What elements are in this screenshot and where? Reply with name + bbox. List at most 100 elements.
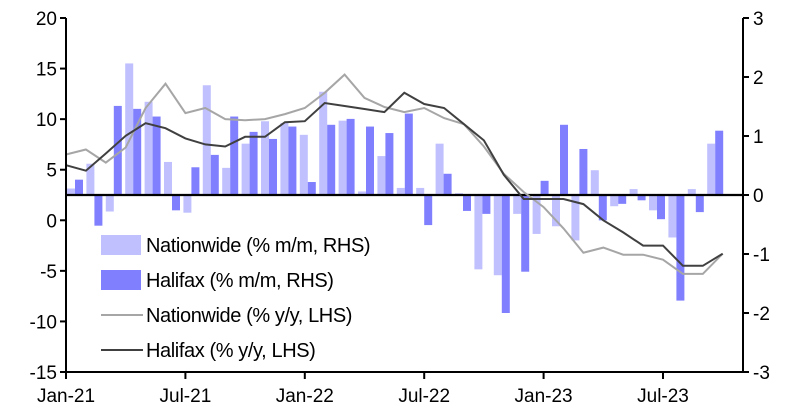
halifax-mm-bar: [463, 195, 471, 211]
x-tick-label: Jan-22: [276, 386, 334, 407]
nationwide-mm-bar: [144, 101, 153, 195]
nationwide-mm-bar: [649, 195, 657, 211]
halifax-yy-line: [65, 91, 724, 267]
halifax-mm-bar: [676, 195, 685, 301]
nationwide-mm-bar: [125, 63, 134, 196]
left-tick-label: 20: [36, 9, 57, 30]
halifax-mm-bar: [75, 179, 83, 195]
halifax-mm-bar: [327, 124, 336, 195]
left-tick-label: -5: [40, 262, 57, 283]
legend-label: Halifax (% m/m, RHS): [146, 270, 334, 292]
halifax-mm-bar: [501, 195, 510, 313]
x-tick-label: Jul-22: [398, 386, 450, 407]
halifax-mm-bar: [133, 108, 142, 195]
left-tick-label: 15: [36, 60, 57, 81]
halifax-mm-bar: [288, 126, 297, 195]
halifax-mm-bar: [346, 118, 355, 195]
halifax-mm-bar: [598, 195, 607, 221]
halifax-mm-bar: [366, 126, 374, 195]
nationwide-mm-bar: [183, 195, 192, 213]
halifax-mm-bar: [113, 105, 122, 195]
nationwide-mm-bar: [86, 163, 95, 195]
nationwide-mm-bar: [299, 134, 308, 195]
halifax-mm-bar: [657, 195, 665, 220]
x-tick-label: Jul-23: [637, 386, 689, 407]
halifax-mm-bar: [579, 148, 588, 195]
left-tick-label: -10: [30, 312, 57, 333]
nationwide-mm-bar: [416, 187, 425, 195]
halifax-mm-bar: [249, 131, 258, 195]
halifax-mm-bar: [695, 195, 704, 213]
bars-layer: [67, 63, 724, 313]
nationwide-mm-bar: [435, 143, 444, 195]
nationwide-mm-bar: [396, 187, 405, 195]
halifax-mm-bar: [482, 195, 491, 214]
halifax-mm-bar: [172, 195, 180, 211]
nationwide-mm-bar: [105, 195, 114, 212]
legend-swatch: [101, 270, 141, 290]
nationwide-mm-bar: [610, 195, 619, 207]
right-tick-label: -1: [753, 245, 770, 266]
x-tick-label: Jul-21: [160, 386, 212, 407]
right-tick-label: -3: [753, 363, 770, 384]
right-tick-label: 0: [753, 186, 764, 207]
halifax-mm-bar: [443, 173, 452, 195]
halifax-mm-bar: [521, 195, 530, 272]
nationwide-mm-bar: [319, 91, 328, 195]
halifax-mm-bar: [424, 195, 433, 226]
nationwide-mm-bar: [474, 195, 483, 270]
left-tick-label: 0: [46, 211, 57, 232]
halifax-mm-bar: [385, 133, 394, 195]
halifax-mm-bar: [618, 195, 627, 204]
right-tick-label: 2: [753, 68, 764, 89]
nationwide-mm-bar: [687, 189, 696, 195]
nationwide-mm-bar: [513, 195, 522, 214]
nationwide-mm-bar: [707, 143, 716, 195]
lines-layer: [65, 73, 724, 275]
nationwide-mm-bar: [222, 167, 231, 195]
right-tick-label: 1: [753, 127, 764, 148]
nationwide-yy-line: [65, 73, 724, 275]
nationwide-mm-bar: [532, 195, 541, 234]
legend-swatch: [101, 235, 141, 255]
halifax-mm-bar: [230, 116, 239, 195]
halifax-mm-bar: [404, 113, 413, 195]
nationwide-mm-bar: [629, 189, 638, 195]
right-tick-label: -2: [753, 304, 770, 325]
right-tick-label: 3: [753, 9, 764, 30]
legend-label: Nationwide (% m/m, RHS): [146, 235, 370, 257]
halifax-mm-bar: [191, 167, 200, 195]
left-tick-label: -15: [30, 363, 57, 384]
halifax-mm-bar: [540, 180, 549, 195]
nationwide-mm-bar: [338, 120, 347, 195]
legend-label: Halifax (% y/y, LHS): [146, 340, 315, 362]
left-tick-label: 10: [36, 110, 57, 131]
nationwide-mm-bar: [493, 195, 502, 276]
nationwide-mm-bar: [202, 85, 211, 195]
nationwide-mm-bar: [590, 170, 599, 195]
halifax-mm-bar: [269, 138, 277, 195]
nationwide-mm-bar: [668, 195, 677, 238]
legend-label: Nationwide (% y/y, LHS): [146, 305, 352, 327]
x-tick-label: Jan-23: [515, 386, 573, 407]
legend: Nationwide (% m/m, RHS) Halifax (% m/m, R…: [101, 235, 371, 362]
left-tick-label: 5: [46, 161, 57, 182]
x-tick-label: Jan-21: [37, 386, 95, 407]
nationwide-mm-bar: [67, 188, 75, 195]
halifax-mm-bar: [210, 154, 219, 195]
nationwide-mm-bar: [552, 195, 560, 227]
nationwide-mm-bar: [241, 143, 250, 195]
nationwide-mm-bar: [358, 191, 366, 195]
halifax-mm-bar: [152, 116, 161, 195]
nationwide-mm-bar: [571, 195, 580, 241]
halifax-mm-bar: [307, 182, 316, 195]
nationwide-mm-bar: [261, 121, 269, 195]
halifax-mm-bar: [94, 195, 103, 226]
halifax-mm-bar: [637, 195, 646, 201]
halifax-mm-bar: [715, 130, 724, 195]
nationwide-mm-bar: [164, 161, 172, 195]
halifax-mm-bar: [560, 124, 568, 195]
